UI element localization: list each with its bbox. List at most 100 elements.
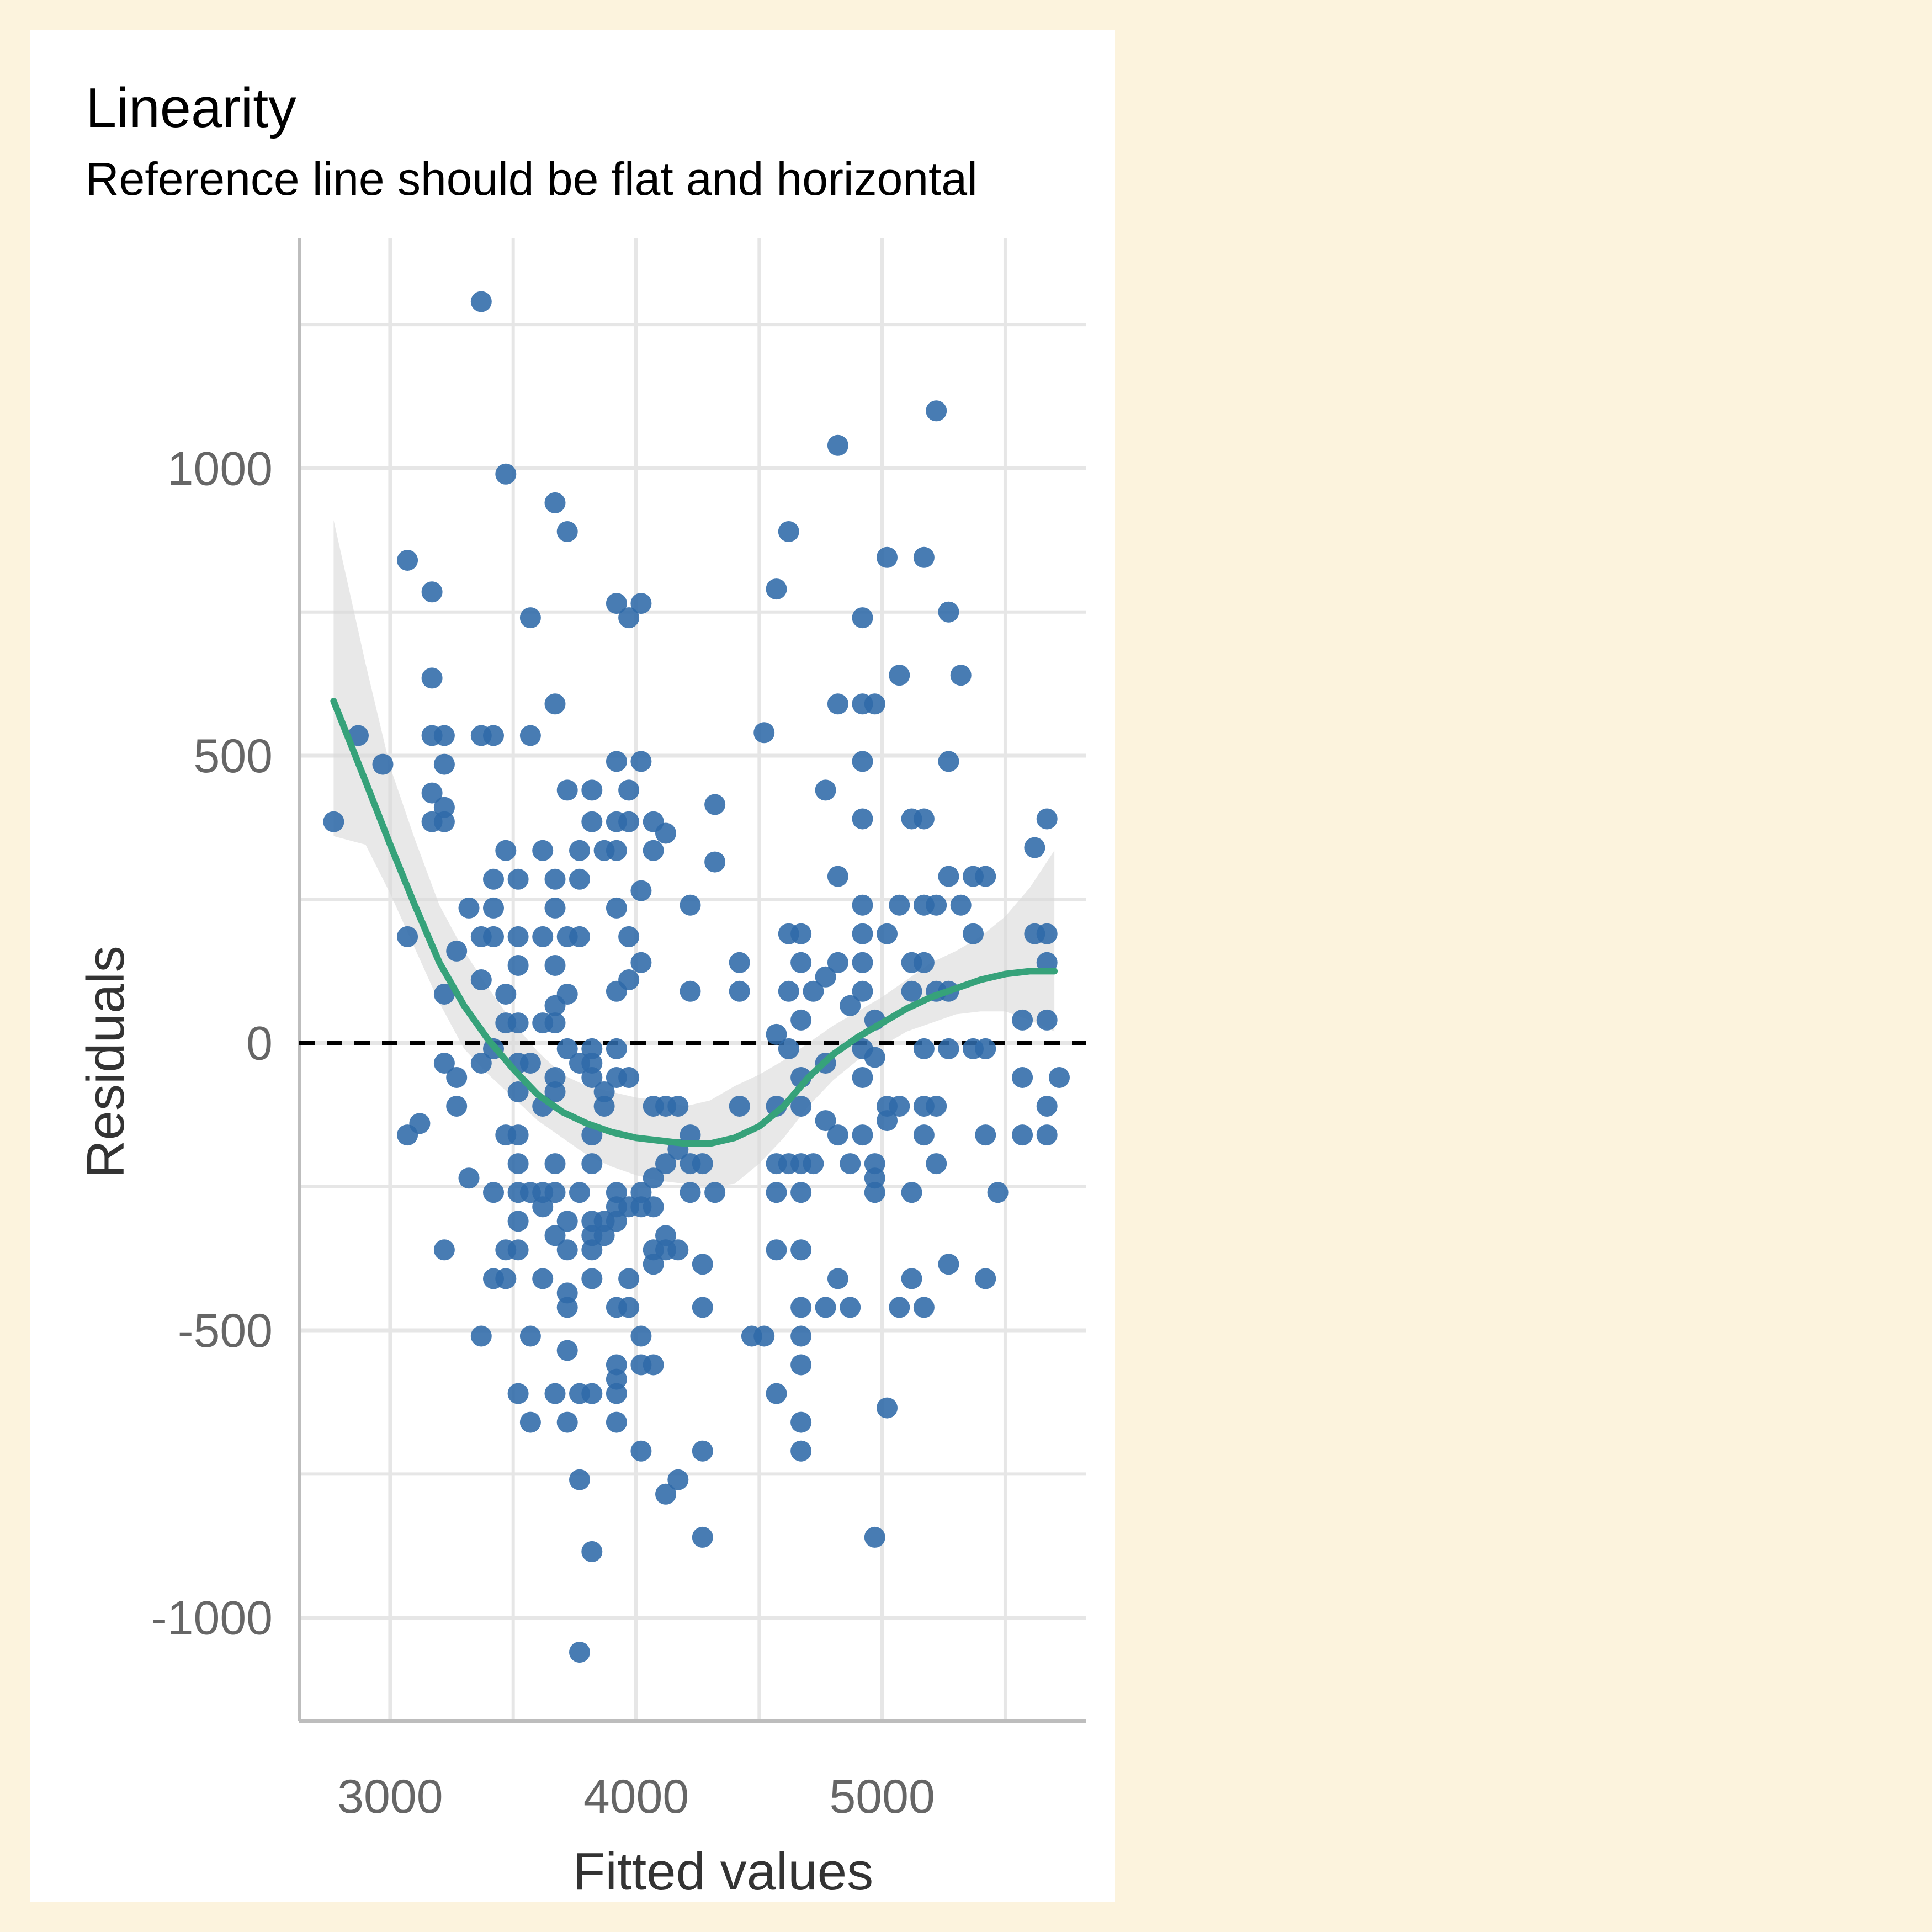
- data-point: [532, 840, 554, 861]
- data-point: [433, 1239, 455, 1261]
- data-point: [581, 811, 603, 832]
- data-point: [581, 1541, 603, 1562]
- x-tick-label: 5000: [829, 1770, 935, 1823]
- data-point: [323, 811, 344, 832]
- data-point: [569, 1182, 590, 1203]
- data-point: [630, 751, 652, 772]
- data-point: [913, 1124, 935, 1146]
- data-point: [852, 607, 873, 629]
- data-point: [753, 722, 775, 744]
- x-tick-label: 3000: [337, 1770, 443, 1823]
- data-point: [532, 926, 554, 947]
- data-point: [766, 1239, 787, 1261]
- data-point: [581, 1053, 603, 1074]
- data-point: [840, 1297, 861, 1318]
- chart-title: Linearity: [86, 77, 296, 139]
- data-point: [790, 1440, 812, 1462]
- data-point: [815, 779, 836, 801]
- data-point: [495, 1268, 517, 1289]
- data-point: [827, 866, 848, 887]
- data-point: [630, 1440, 652, 1462]
- data-point: [569, 1469, 590, 1490]
- data-point: [606, 1182, 627, 1203]
- data-point: [630, 952, 652, 973]
- data-point: [556, 1038, 578, 1059]
- data-point: [409, 1113, 431, 1134]
- y-tick-label: 0: [246, 1017, 273, 1070]
- data-point: [766, 1182, 787, 1203]
- data-point: [519, 1053, 541, 1074]
- data-point: [544, 492, 566, 513]
- data-point: [926, 400, 947, 422]
- data-point: [889, 665, 910, 686]
- data-point: [901, 980, 922, 1002]
- data-point: [840, 1153, 861, 1175]
- data-point: [1036, 1009, 1058, 1031]
- data-point: [421, 581, 443, 603]
- data-point: [544, 868, 566, 890]
- data-point: [544, 1067, 566, 1088]
- data-point: [556, 1411, 578, 1433]
- data-point: [975, 1268, 996, 1289]
- data-point: [692, 1254, 713, 1275]
- data-point: [729, 952, 750, 973]
- data-point: [544, 955, 566, 976]
- data-point: [507, 1383, 529, 1404]
- data-point: [519, 1411, 541, 1433]
- data-point: [606, 840, 627, 861]
- data-point: [938, 751, 959, 772]
- data-point: [852, 1067, 873, 1088]
- data-point: [1049, 1067, 1070, 1088]
- data-point: [1036, 923, 1058, 944]
- data-point: [593, 1225, 615, 1246]
- data-point: [433, 1053, 455, 1074]
- data-point: [618, 1297, 640, 1318]
- data-point: [618, 969, 640, 990]
- data-point: [643, 1167, 664, 1189]
- data-point: [692, 1297, 713, 1318]
- y-axis-label: Residuals: [76, 946, 135, 1179]
- data-point: [618, 811, 640, 832]
- data-point: [803, 1153, 824, 1175]
- data-point: [606, 1354, 627, 1376]
- data-point: [581, 1268, 603, 1289]
- data-point: [815, 1110, 836, 1132]
- smooth-line: [330, 698, 1058, 1147]
- data-point: [790, 1009, 812, 1031]
- data-point: [470, 969, 492, 990]
- data-point: [655, 822, 676, 844]
- data-point: [815, 966, 836, 988]
- data-point: [556, 1211, 578, 1232]
- data-point: [667, 1096, 689, 1117]
- data-point: [397, 550, 418, 571]
- data-point: [778, 980, 799, 1002]
- data-point: [864, 1047, 885, 1068]
- y-tick-labels: -1000 -500 0 500 1000: [151, 442, 273, 1644]
- data-point: [790, 952, 812, 973]
- data-point: [827, 952, 848, 973]
- data-point: [790, 923, 812, 944]
- data-point: [852, 952, 873, 973]
- data-point: [852, 894, 873, 916]
- data-point: [507, 955, 529, 976]
- data-point: [606, 1368, 627, 1390]
- data-point: [348, 725, 369, 746]
- data-point: [544, 1225, 566, 1246]
- data-point: [913, 808, 935, 830]
- data-point: [815, 1297, 836, 1318]
- data-point: [581, 1383, 603, 1404]
- data-point: [618, 607, 640, 629]
- data-point: [766, 1383, 787, 1404]
- data-point: [519, 1325, 541, 1347]
- data-point: [877, 1110, 898, 1132]
- data-point: [975, 1038, 996, 1059]
- data-point: [458, 1167, 480, 1189]
- data-point: [618, 779, 640, 801]
- data-point: [507, 1124, 529, 1146]
- data-point: [483, 926, 504, 947]
- data-point: [827, 434, 848, 456]
- data-point: [864, 1167, 885, 1189]
- data-point: [483, 725, 504, 746]
- data-point: [778, 1038, 799, 1059]
- data-point: [507, 1012, 529, 1034]
